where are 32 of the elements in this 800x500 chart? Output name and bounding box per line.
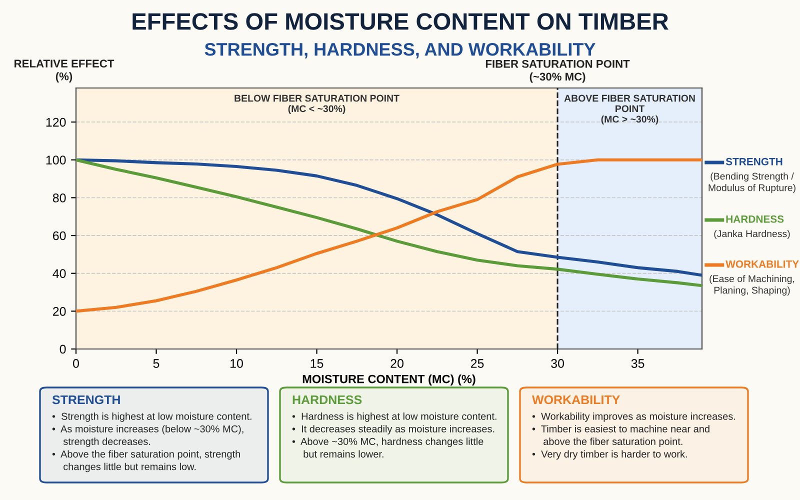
y-tick-label: 60 bbox=[53, 231, 66, 240]
line-series bbox=[76, 158, 702, 313]
chart-subtitle: STRENGTH, HARDNESS, AND WORKABILITY bbox=[204, 42, 596, 58]
x-tick-label: 5 bbox=[153, 359, 160, 368]
legend-label: HARDNESS bbox=[726, 215, 784, 223]
x-tick-label: 35 bbox=[631, 359, 644, 368]
y-tick-label: 120 bbox=[46, 118, 66, 127]
text: (Bending Strength / Modulus of Rupture) bbox=[708, 172, 796, 194]
y-axis-title: RELATIVE EFFECT (%) bbox=[14, 60, 114, 82]
y-tick-label: 20 bbox=[53, 306, 66, 316]
x-tick-label: 0 bbox=[73, 359, 79, 368]
legend-label: WORKABILITY bbox=[726, 260, 799, 268]
x-axis-title: MOISTURE CONTENT (MC) (%) bbox=[302, 374, 476, 386]
x-tick-label: 25 bbox=[470, 359, 484, 368]
chart-title: EFFECTS OF MOISTURE CONTENT ON TIMBER bbox=[132, 13, 668, 30]
y-tick-label: 40 bbox=[52, 269, 66, 278]
y-tick-label: 100 bbox=[46, 156, 66, 165]
band-label: ABOVE FIBER SATURATION POINT (MC > ~30%) bbox=[564, 94, 695, 125]
x-tick-label: 20 bbox=[390, 359, 404, 368]
legend-label: STRENGTH bbox=[726, 158, 782, 166]
text: (Janka Hardness) bbox=[714, 230, 790, 240]
band-label: BELOW FIBER SATURATION POINT (MC < ~30%) bbox=[234, 94, 400, 114]
text: WORKABILITY • Workability improves as moisture increases. • Timber is easiest to machine near and above the fiber saturation point. • Very dry timber is harder to work. bbox=[532, 395, 736, 460]
x-tick-label: 15 bbox=[310, 359, 324, 368]
text: HARDNESS • Hardness is highest at low moisture content. • It decreases steadily as moisture increases. • Above ~30% MC, hardness changes little but remains lower. bbox=[292, 395, 496, 458]
text: STRENGTH • Strength is highest at low moisture content. • As moisture increases (below ~30% MC), strength decreases. • Above the fiber saturation point, strength changes little but remains low. bbox=[52, 395, 252, 472]
x-tick-label: 30 bbox=[551, 359, 564, 368]
x-tick-label: 10 bbox=[230, 359, 243, 368]
y-tick-label: 0 bbox=[60, 344, 66, 354]
y-tick-label: 80 bbox=[52, 193, 66, 202]
ref-line-label: FIBER SATURATION POINT (~30% MC) bbox=[486, 60, 630, 83]
text: (Ease of Machining, Planing, Shaping) bbox=[710, 275, 794, 296]
